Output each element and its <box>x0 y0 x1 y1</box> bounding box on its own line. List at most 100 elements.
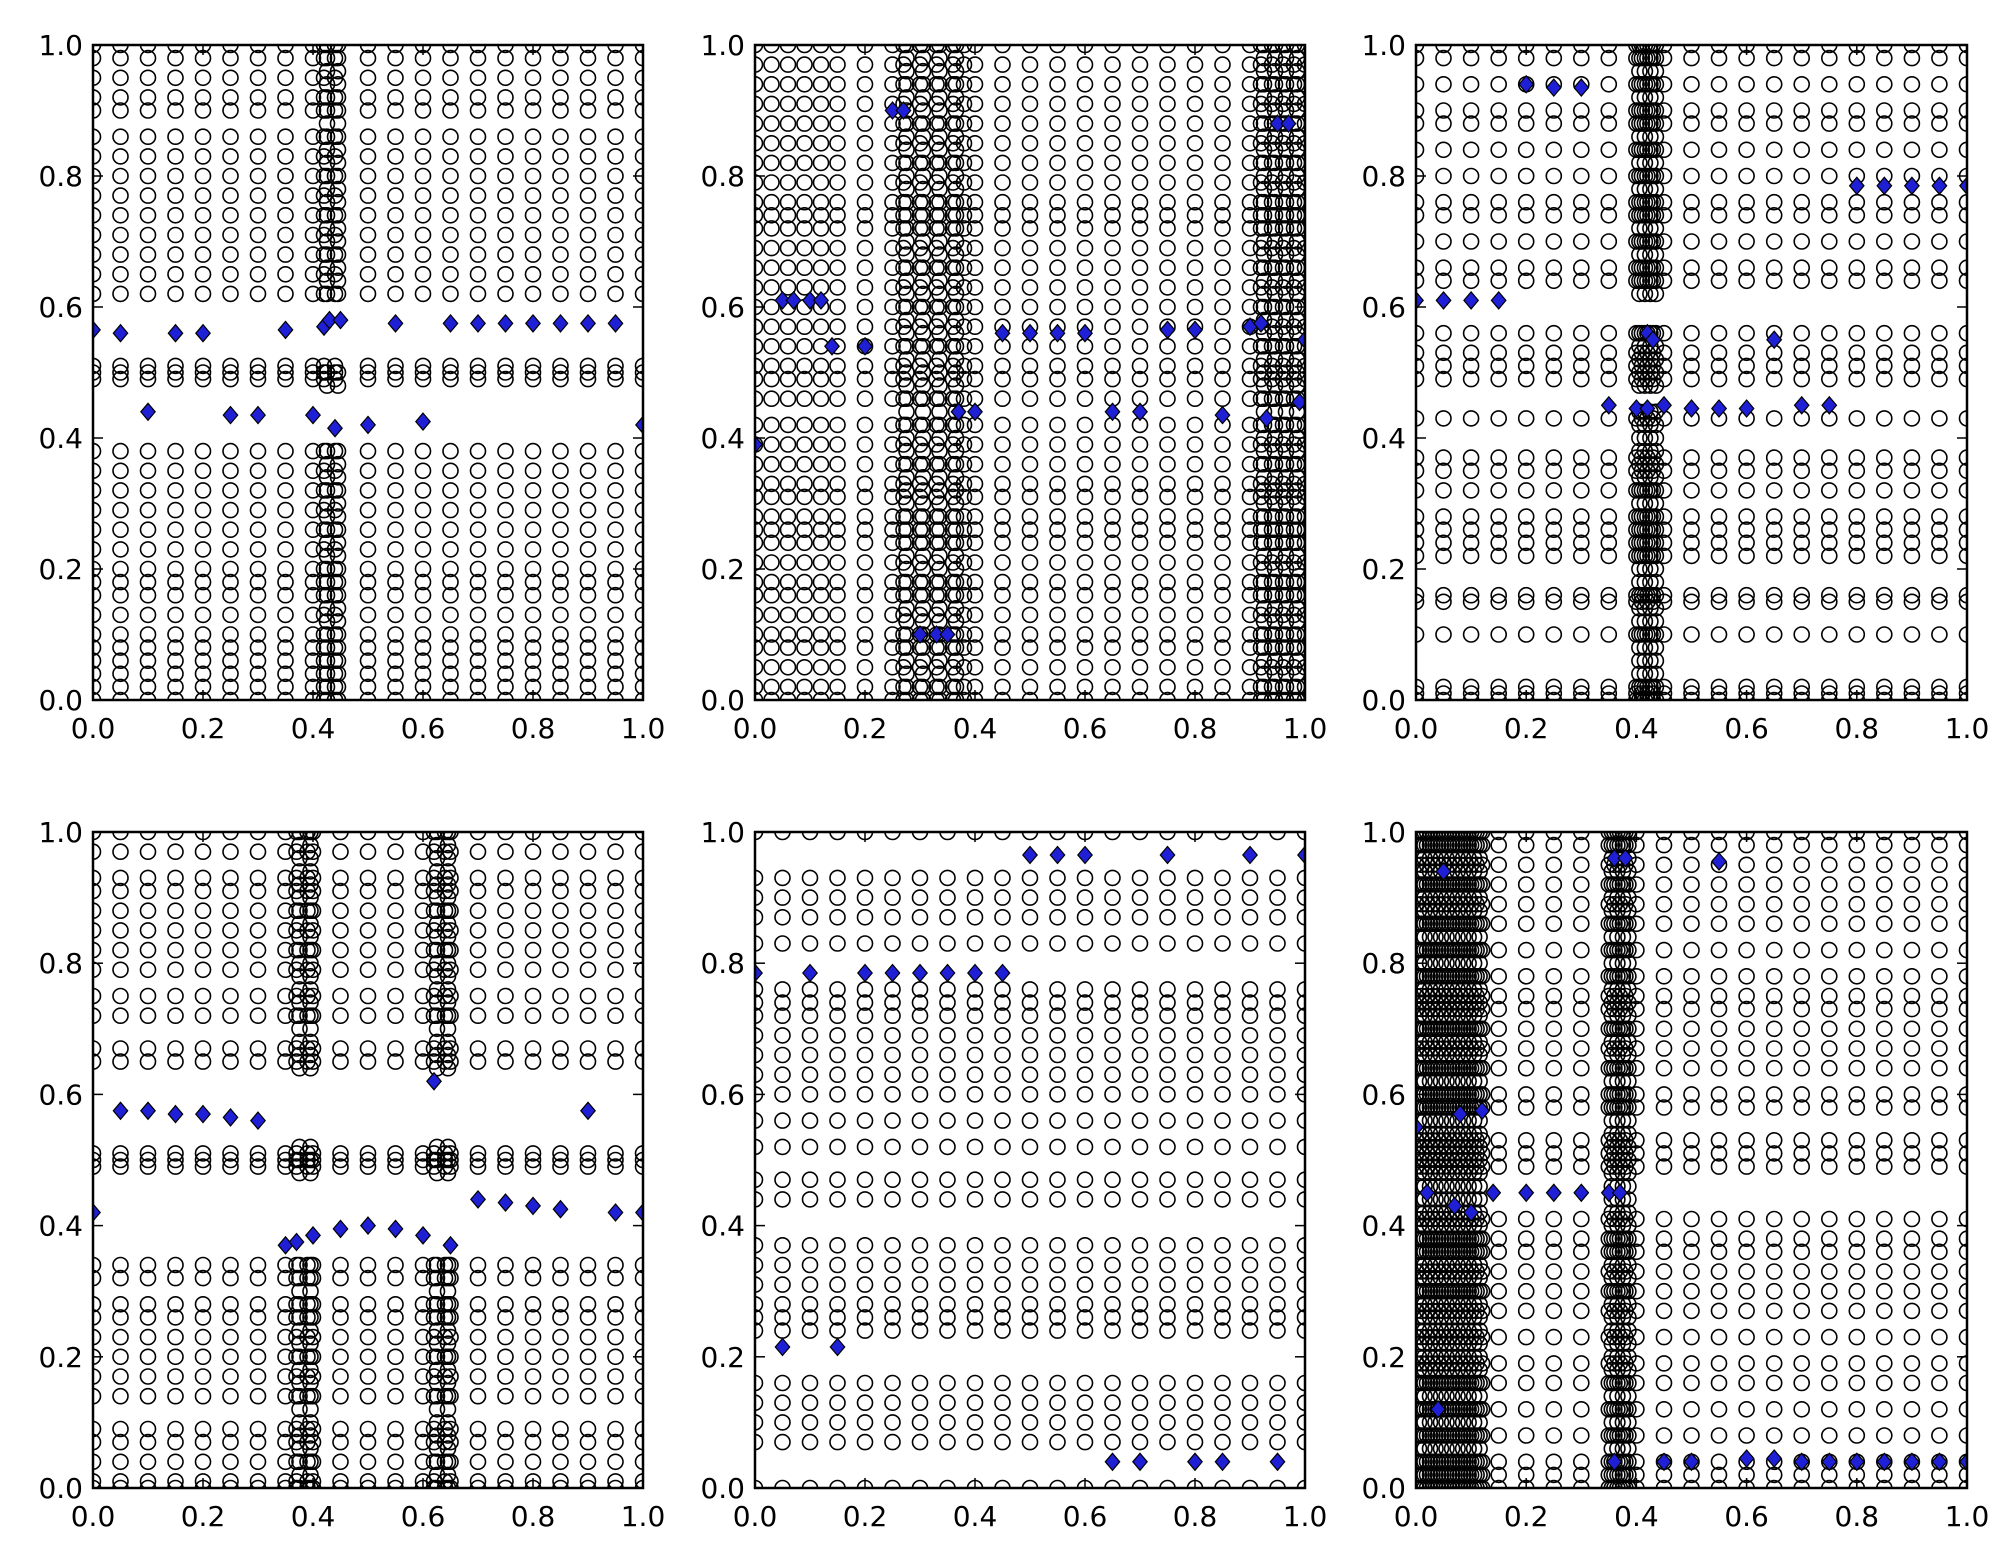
circle-marker <box>1076 1322 1094 1339</box>
circle-marker <box>1958 678 1967 696</box>
circle-marker <box>1416 1466 1425 1484</box>
circle-marker <box>1277 298 1295 316</box>
circle-marker <box>947 691 965 700</box>
circle-marker <box>898 285 915 303</box>
circle-marker <box>1021 95 1039 113</box>
circle-marker <box>1655 259 1673 277</box>
circle-marker <box>755 390 764 407</box>
circle-marker <box>1821 586 1838 604</box>
circle-marker <box>167 1473 184 1488</box>
circle-marker <box>442 462 459 480</box>
circle-marker <box>856 115 874 132</box>
circle-marker <box>359 665 377 683</box>
circle-marker <box>1159 207 1176 224</box>
circle-marker <box>497 1479 514 1488</box>
circle-marker <box>1021 606 1039 624</box>
circle-marker <box>139 89 157 106</box>
circle-marker <box>387 1256 404 1274</box>
circle-marker <box>194 207 212 224</box>
circle-marker <box>898 429 915 447</box>
circle-marker <box>763 239 780 257</box>
circle-marker <box>856 436 874 453</box>
circle-marker <box>1647 678 1665 696</box>
circle-marker <box>994 1433 1011 1451</box>
circle-marker <box>1104 76 1121 93</box>
circle-marker <box>779 239 797 257</box>
circle-marker <box>1710 207 1728 224</box>
circle-marker <box>552 364 569 381</box>
circle-marker <box>329 364 347 381</box>
circle-marker <box>222 442 239 460</box>
circle-marker <box>1416 586 1425 604</box>
circle-marker <box>112 1348 129 1366</box>
circle-marker <box>763 76 780 93</box>
circle-marker <box>497 869 514 887</box>
diamond-marker <box>222 405 239 425</box>
circle-marker <box>1655 534 1673 552</box>
circle-marker <box>607 1479 624 1488</box>
circle-marker <box>1490 49 1507 67</box>
circle-marker <box>939 1256 956 1274</box>
circle-marker <box>1435 233 1452 250</box>
circle-marker <box>139 482 157 499</box>
circle-marker <box>112 1296 129 1313</box>
circle-marker <box>898 678 915 696</box>
circle-marker <box>332 1256 349 1274</box>
circle-marker <box>428 1151 446 1169</box>
circle-marker <box>947 337 965 355</box>
circle-marker <box>1958 49 1967 67</box>
circle-marker <box>414 961 432 979</box>
circle-marker <box>856 1191 874 1208</box>
circle-marker <box>1545 626 1563 643</box>
circle-marker <box>222 246 239 263</box>
circle-marker <box>1076 981 1094 998</box>
circle-marker <box>1131 908 1149 926</box>
circle-marker <box>1266 468 1284 486</box>
circle-marker <box>1266 180 1284 198</box>
circle-marker <box>914 337 932 355</box>
circle-marker <box>829 1086 846 1103</box>
circle-marker <box>552 639 569 656</box>
circle-marker <box>414 442 432 460</box>
circle-marker <box>856 1046 874 1064</box>
circle-marker <box>428 915 446 933</box>
circle-marker <box>277 1269 294 1287</box>
circle-marker <box>898 613 915 630</box>
circle-marker <box>579 89 597 106</box>
circle-marker <box>856 1309 874 1326</box>
circle-marker <box>167 843 184 861</box>
circle-marker <box>524 187 542 204</box>
circle-marker <box>387 541 404 558</box>
circle-marker <box>1266 272 1284 290</box>
circle-marker <box>763 554 780 571</box>
circle-marker <box>1131 318 1149 336</box>
circle-marker <box>939 1007 956 1025</box>
circle-marker <box>1435 586 1452 604</box>
circle-marker <box>579 442 597 460</box>
circle-marker <box>911 994 929 1011</box>
circle-marker <box>112 1151 129 1169</box>
circle-marker <box>1793 685 1810 700</box>
circle-marker <box>779 521 797 539</box>
circle-marker <box>1159 1237 1176 1254</box>
circle-marker <box>779 436 797 453</box>
circle-marker <box>1517 547 1535 565</box>
circle-marker <box>469 691 487 700</box>
circle-marker <box>1600 521 1618 539</box>
circle-marker <box>304 482 322 499</box>
circle-marker <box>914 442 932 460</box>
circle-marker <box>1710 49 1728 67</box>
circle-marker <box>779 534 797 552</box>
circle-marker <box>1738 344 1755 362</box>
circle-marker <box>812 357 830 375</box>
circle-marker <box>93 246 102 263</box>
circle-marker <box>387 1269 404 1287</box>
circle-marker <box>994 678 1011 696</box>
circle-marker <box>1131 889 1149 906</box>
circle-marker <box>1076 298 1094 316</box>
circle-marker <box>552 1479 569 1488</box>
circle-marker <box>1876 324 1893 342</box>
circle-marker <box>634 902 643 919</box>
circle-marker <box>994 889 1011 906</box>
circle-marker <box>829 416 846 434</box>
